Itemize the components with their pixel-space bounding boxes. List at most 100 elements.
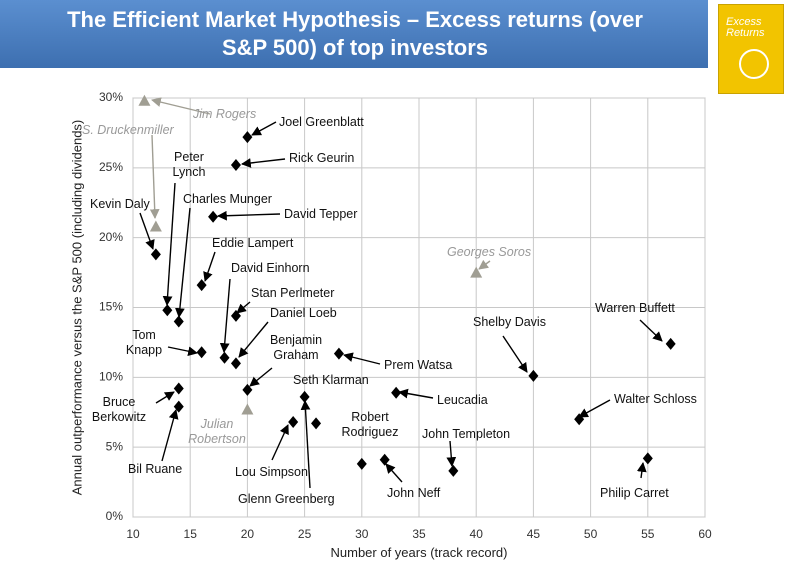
point-label: Seth Klarman <box>293 373 369 387</box>
point-label: Shelby Davis <box>473 315 546 329</box>
point-label: Jim Rogers <box>193 107 257 121</box>
data-point <box>241 403 254 415</box>
annotation-arrow <box>251 121 277 136</box>
x-tick-label: 55 <box>641 527 655 541</box>
point-label: Walter Schloss <box>614 392 697 406</box>
annotation-arrow <box>149 134 160 219</box>
annotation-arrow <box>238 321 269 358</box>
x-tick-label: 45 <box>527 527 541 541</box>
data-point <box>379 453 390 466</box>
data-point <box>219 351 230 364</box>
x-tick-label: 10 <box>126 527 140 541</box>
point-label: John Templeton <box>422 427 511 441</box>
point-label: Joel Greenblatt <box>279 115 364 129</box>
data-point <box>208 210 219 223</box>
data-point <box>642 452 653 465</box>
point-label: Peter Lynch <box>172 150 206 179</box>
point-label: Bil Ruane <box>128 462 183 476</box>
book-cover: Excess Returns <box>718 4 784 94</box>
point-label: Tom Knapp <box>125 328 163 357</box>
book-cover-title: Excess Returns <box>726 16 765 39</box>
point-label: Lou Simpson <box>235 465 308 479</box>
annotation-arrow <box>398 388 434 399</box>
annotation-arrow <box>236 301 251 314</box>
data-point <box>299 390 310 403</box>
point-label: Philip Carret <box>600 486 669 500</box>
point-label: Kevin Daly <box>90 197 150 211</box>
x-tick-label: 60 <box>698 527 712 541</box>
x-tick-label: 50 <box>584 527 598 541</box>
point-label: John Neff <box>387 486 441 500</box>
data-point <box>138 94 151 106</box>
annotation-arrow <box>175 207 191 318</box>
annotation-arrow <box>385 463 403 483</box>
point-label: Eddie Lampert <box>212 236 294 250</box>
annotation-arrow <box>241 158 286 168</box>
x-tick-label: 15 <box>184 527 198 541</box>
data-point <box>242 383 253 396</box>
point-label: Warren Buffett <box>595 301 675 315</box>
data-point <box>356 457 367 470</box>
point-label: Leucadia <box>437 393 488 407</box>
data-point <box>196 346 207 359</box>
y-tick-label: 30% <box>99 90 123 104</box>
data-point <box>230 357 241 370</box>
annotation-arrow <box>343 352 381 365</box>
data-point <box>149 220 162 232</box>
chart-title: The Efficient Market Hypothesis – Excess… <box>67 7 643 60</box>
point-label: Prem Watsa <box>384 358 453 372</box>
annotation-arrow <box>271 424 289 461</box>
x-tick-label: 40 <box>470 527 484 541</box>
point-label: Stan Perlmeter <box>251 286 335 300</box>
annotation-arrow <box>636 462 647 479</box>
annotation-arrow <box>217 210 281 221</box>
x-tick-label: 25 <box>298 527 312 541</box>
point-label: Bruce Berkowitz <box>91 395 147 424</box>
data-point <box>665 337 676 350</box>
annotation-arrow <box>203 251 216 282</box>
title-banner: The Efficient Market Hypothesis – Excess… <box>0 0 708 68</box>
data-point <box>162 304 173 317</box>
point-label: Charles Munger <box>183 192 272 206</box>
data-point <box>173 315 184 328</box>
y-axis-label: Annual outperformance versus the S&P 500… <box>69 119 85 496</box>
annotation-arrow <box>478 259 491 270</box>
data-point <box>288 416 299 429</box>
data-point <box>333 347 344 360</box>
y-tick-label: 0% <box>106 509 124 523</box>
data-point <box>196 279 207 292</box>
annotation-arrow <box>155 391 175 404</box>
annotation-arrow <box>300 400 311 489</box>
x-tick-label: 35 <box>412 527 426 541</box>
annotation-arrow <box>162 182 176 306</box>
annotation-arrow <box>161 409 179 462</box>
book-cover-icon <box>739 49 769 79</box>
point-label: Rick Geurin <box>289 151 355 165</box>
point-label: Julian Robertson <box>188 417 246 446</box>
point-label: Daniel Loeb <box>270 306 337 320</box>
y-tick-label: 5% <box>106 439 124 453</box>
annotation-arrow <box>249 367 273 387</box>
point-label: Glenn Greenberg <box>238 492 335 506</box>
annotation-arrow <box>502 335 528 373</box>
annotation-arrow <box>151 97 211 115</box>
annotation-arrow <box>167 346 198 357</box>
data-point <box>448 464 459 477</box>
data-point <box>311 417 322 430</box>
data-point <box>470 266 483 278</box>
data-point <box>528 369 539 382</box>
annotation-arrow <box>578 399 611 418</box>
y-tick-label: 20% <box>99 230 123 244</box>
point-label: S. Druckenmiller <box>82 123 174 137</box>
point-label: David Tepper <box>284 207 358 221</box>
point-label: Georges Soros <box>447 245 532 259</box>
data-point <box>230 159 241 172</box>
annotation-arrow <box>446 440 457 467</box>
data-point <box>150 248 161 261</box>
point-label: David Einhorn <box>231 261 310 275</box>
x-tick-label: 20 <box>241 527 255 541</box>
data-point <box>173 382 184 395</box>
data-point <box>242 131 253 144</box>
